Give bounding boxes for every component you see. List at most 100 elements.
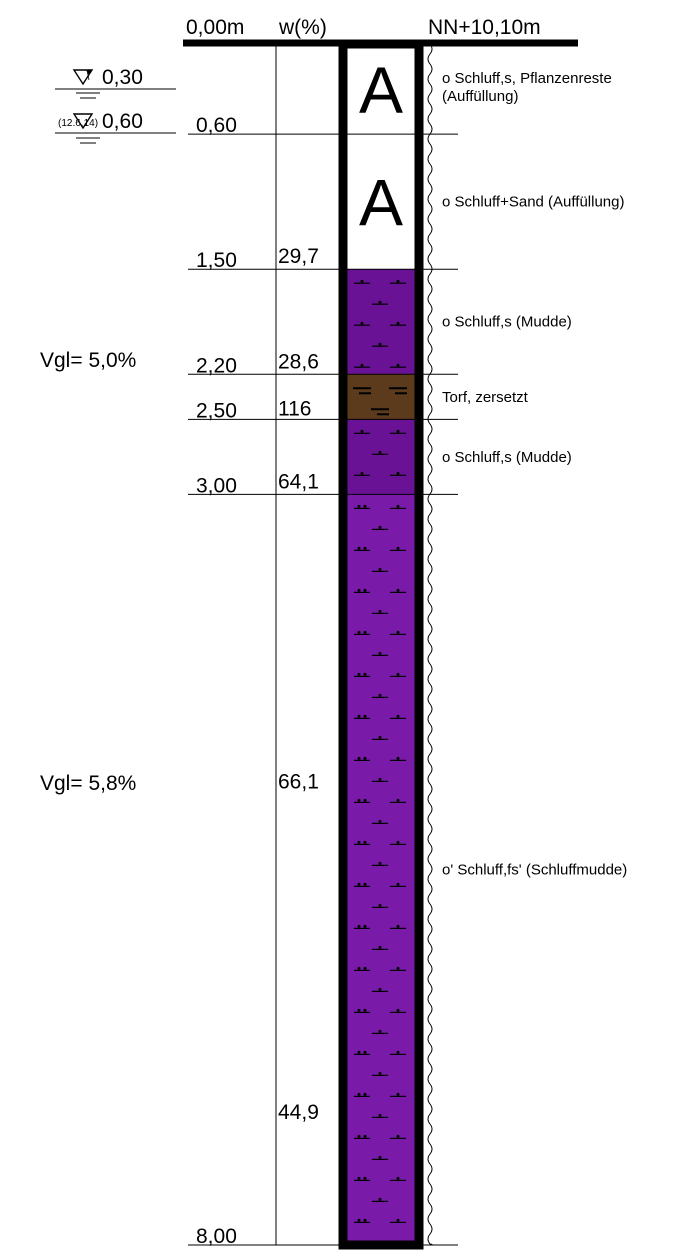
loss-on-ignition-label: Vgl= 5,0% (40, 349, 136, 372)
soil-symbol (390, 279, 406, 284)
soil-symbol (372, 651, 388, 656)
water-content-value: 29,7 (278, 245, 319, 268)
water-content-value: 44,9 (278, 1101, 319, 1124)
water-content-value: 66,1 (278, 771, 319, 794)
soil-symbol (354, 321, 370, 326)
layer-fill-2 (347, 134, 415, 270)
soil-symbol (389, 387, 407, 395)
soil-symbol (390, 546, 406, 551)
boundary-depth-label: 1,50 (196, 249, 237, 272)
soil-symbol (390, 966, 406, 971)
soil-symbol (354, 279, 370, 284)
soil-symbol (372, 300, 388, 305)
soil-symbol (390, 714, 406, 719)
layer-description-6: o' Schluff,fs' (Schluffmudde) (442, 862, 627, 879)
loss-on-ignition-label: Vgl= 5,8% (40, 772, 136, 795)
soil-symbol (390, 504, 406, 509)
layer-fill-1 (347, 44, 415, 135)
soil-symbol (390, 630, 406, 635)
soil-symbol (372, 1155, 388, 1160)
soil-symbol (390, 1008, 406, 1013)
layer-fill-6 (347, 494, 415, 1245)
boundary-depth-label: 2,50 (196, 399, 237, 422)
soil-symbol (372, 735, 388, 740)
soil-symbol (390, 1050, 406, 1055)
soil-symbol (372, 861, 388, 866)
soil-symbol (354, 1176, 370, 1181)
water-content-value: 64,1 (278, 470, 319, 493)
soil-symbol (372, 903, 388, 908)
soil-symbol (354, 504, 370, 509)
groundwater-depth-2: 0,60 (102, 110, 143, 133)
soil-symbol (354, 363, 370, 368)
soil-symbol (354, 924, 370, 929)
soil-symbol (372, 1071, 388, 1076)
water-content-value: 116 (278, 397, 311, 420)
soil-symbol (354, 966, 370, 971)
elevation-label: NN+10,10m (428, 16, 541, 39)
soil-symbol (354, 588, 370, 593)
soil-symbol (354, 798, 370, 803)
soil-symbol (354, 840, 370, 845)
soil-symbol (372, 777, 388, 782)
layer-fill-5 (347, 419, 415, 495)
layer-fill-4 (347, 374, 415, 420)
soil-symbol (390, 471, 406, 476)
layer-description-4: Torf, zersetzt (442, 389, 529, 406)
soil-symbol (390, 672, 406, 677)
soil-symbol (372, 609, 388, 614)
soil-symbol (390, 1092, 406, 1097)
layer-description-5: o Schluff,s (Mudde) (442, 449, 572, 466)
soil-symbol (354, 882, 370, 887)
soil-symbol (371, 408, 389, 416)
soil-symbol (390, 1218, 406, 1223)
soil-symbol (354, 1008, 370, 1013)
layer-fill-3 (347, 269, 415, 375)
soil-symbol (390, 798, 406, 803)
groundwater-date: (12.6.14) (58, 118, 98, 129)
soil-symbol (354, 714, 370, 719)
soil-symbol (390, 1176, 406, 1181)
soil-symbol (390, 1134, 406, 1139)
soil-symbol (372, 1029, 388, 1034)
soil-symbol (372, 567, 388, 572)
soil-symbol (354, 1134, 370, 1139)
layer-description-1: (Auffüllung) (442, 88, 518, 105)
soil-symbol (390, 756, 406, 761)
soil-symbol (354, 1092, 370, 1097)
soil-symbol (372, 1113, 388, 1118)
soil-symbol (372, 945, 388, 950)
layer-symbol-2: A (359, 166, 403, 240)
soil-symbol (372, 987, 388, 992)
boundary-depth-label: 8,00 (196, 1225, 237, 1248)
consistency-wavy-line (427, 43, 433, 1246)
layer-description-2: o Schluff+Sand (Auffüllung) (442, 194, 625, 211)
groundwater-marker-2: (12.6.14) 0,60 (55, 110, 176, 144)
soil-symbol (354, 546, 370, 551)
soil-symbol (390, 363, 406, 368)
boundary-depth-label: 0,60 (196, 114, 237, 137)
soil-symbol (390, 882, 406, 887)
soil-symbol (354, 756, 370, 761)
soil-symbol (354, 471, 370, 476)
soil-symbol (390, 321, 406, 326)
soil-symbol (372, 819, 388, 824)
groundwater-marker-1: 0,30 (55, 66, 176, 99)
groundwater-depth-1: 0,30 (102, 66, 143, 89)
soil-symbol (390, 429, 406, 434)
layer-description-1: o Schluff,s, Pflanzenreste (442, 70, 612, 87)
soil-symbol (354, 630, 370, 635)
soil-symbol (354, 429, 370, 434)
soil-symbol (372, 342, 388, 347)
soil-symbol (372, 450, 388, 455)
soil-symbol (390, 924, 406, 929)
soil-symbol (390, 840, 406, 845)
soil-symbol (354, 1218, 370, 1223)
layer-description-3: o Schluff,s (Mudde) (442, 314, 572, 331)
soil-symbol (372, 1197, 388, 1202)
boundary-depth-label: 2,20 (196, 354, 237, 377)
soil-symbol (353, 387, 371, 395)
boundary-depth-label: 3,00 (196, 474, 237, 497)
soil-symbol (372, 525, 388, 530)
